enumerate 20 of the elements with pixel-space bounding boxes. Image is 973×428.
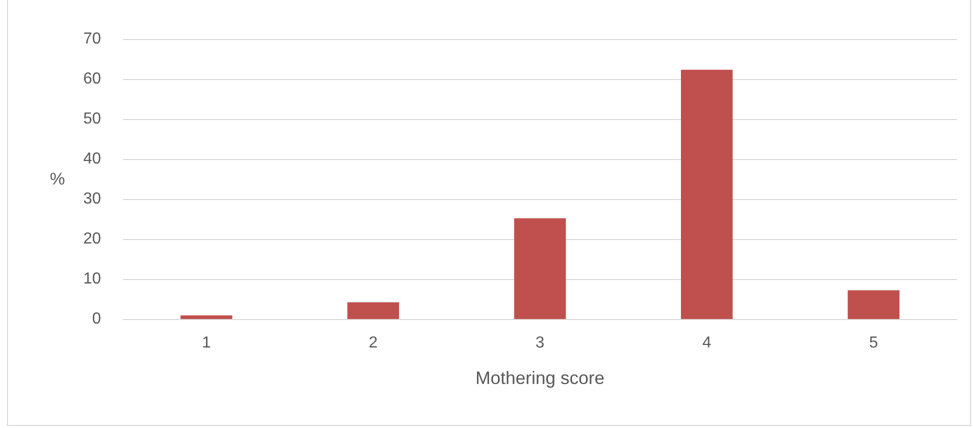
y-tick-label: 50 [83,110,102,128]
y-tick-label: 20 [83,230,102,248]
y-tick-label: 30 [83,190,102,208]
bar [680,70,733,319]
y-tick-label: 40 [83,150,102,168]
x-tick-label: 5 [869,334,878,352]
y-tick-label: 10 [83,270,102,288]
x-tick-label: 2 [368,334,378,352]
x-tick-label: 4 [702,334,712,352]
y-tick-label: 0 [92,310,102,328]
bar [848,290,900,319]
bar [347,302,400,319]
y-tick-label: 70 [83,30,102,48]
bar [514,218,566,319]
x-tick-label: 1 [202,334,211,352]
y-tick-label: 60 [83,70,102,88]
y-axis-title: % [50,170,65,188]
bar [180,315,232,319]
x-axis-title: Mothering score [475,368,605,388]
x-tick-label: 3 [536,334,545,352]
